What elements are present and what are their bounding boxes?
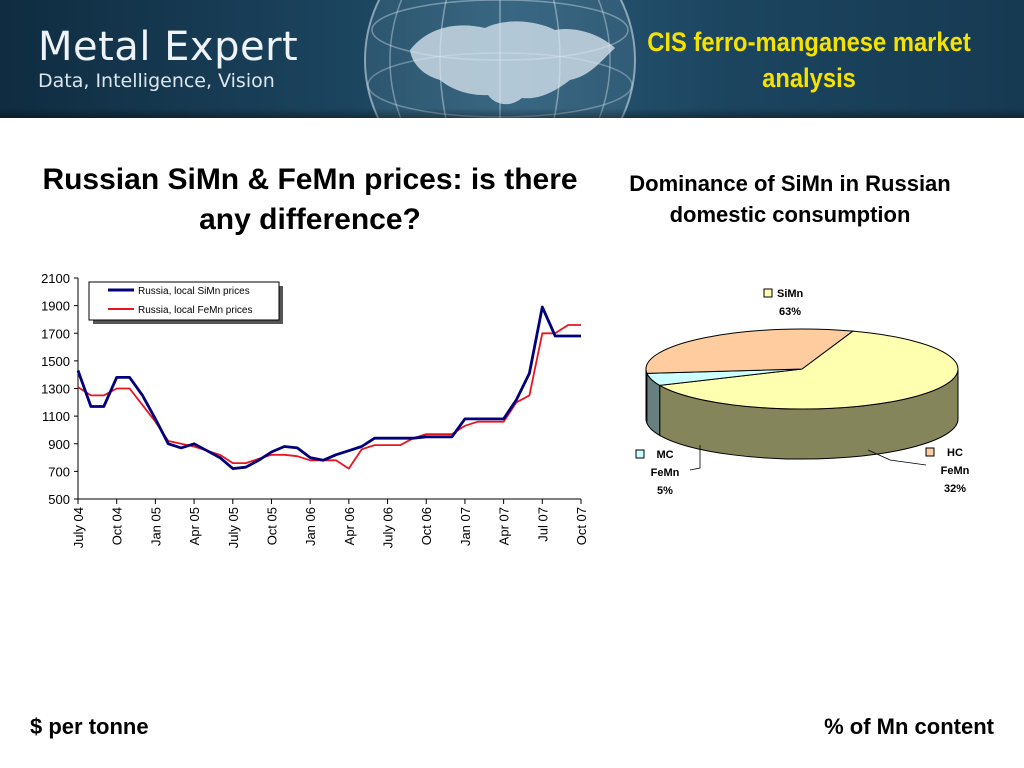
x-tick-label: Oct 07 [574, 507, 589, 545]
x-tick-label: Oct 04 [110, 507, 125, 545]
chart-legend: Russia, local SiMn prices Russia, local F… [88, 281, 283, 324]
consumption-pie-chart: SiMn 63% HC FeMn 32% MC FeMn 5% [635, 288, 970, 497]
y-tick-label: 2100 [41, 271, 70, 286]
slide-title: CIS ferro-manganese market analysis [647, 27, 971, 93]
globe-graphic [364, 0, 636, 118]
y-tick-label: 700 [48, 464, 70, 479]
x-tick-label: Jan 05 [148, 507, 163, 546]
y-tick-label: 1100 [42, 409, 70, 424]
logo-name: Metal Expert [38, 24, 299, 70]
x-tick-label: Oct 06 [419, 507, 434, 545]
hc-femn-slice [645, 328, 855, 374]
y-tick-label: 1300 [41, 382, 70, 397]
line-chart-title: Russian SiMn & FeMn prices: is there any… [42, 163, 578, 236]
simn-label-swatch [763, 288, 773, 298]
simn-price-line [76, 305, 581, 471]
mc-femn-label-value: 5% [657, 485, 673, 497]
legend-femn-label: Russia, local FeMn prices [138, 305, 252, 316]
banner-shadow [0, 108, 1024, 118]
legend-simn-label: Russia, local SiMn prices [138, 286, 250, 297]
x-tick-label: Apr 07 [497, 507, 512, 545]
y-tick-label: 1900 [41, 299, 70, 314]
hc-femn-label-name-2: FeMn [941, 465, 970, 477]
x-tick-label: Jan 06 [303, 507, 318, 546]
femn-price-line [77, 324, 581, 470]
x-tick-label: July 06 [381, 507, 396, 548]
pie-chart-title: Dominance of SiMn in Russian domestic co… [629, 171, 951, 227]
mc-femn-label-swatch [635, 449, 645, 459]
unit-note: $ per tonne [30, 714, 149, 739]
header-banner: Metal Expert Data, Intelligence, Vision … [0, 0, 1024, 118]
y-tick-label: 900 [48, 437, 70, 452]
legend-box [88, 281, 280, 321]
hc-femn-label-name-1: HC [947, 447, 963, 459]
hc-femn-leader-line [867, 449, 927, 466]
mc-femn-label-name-2: FeMn [651, 467, 680, 479]
hc-femn-label-swatch [925, 447, 935, 457]
x-tick-label: Apr 05 [187, 507, 202, 545]
x-tick-label: Jul 07 [535, 507, 550, 542]
simn-label-name: SiMn [777, 288, 804, 300]
y-tick-label: 1500 [41, 354, 70, 369]
x-tick-label: Oct 05 [264, 507, 279, 545]
hc-femn-label-value: 32% [944, 483, 966, 495]
x-tick-label: Apr 06 [342, 507, 357, 545]
mn-content-note: % of Mn content [824, 714, 994, 739]
simn-slice [658, 330, 959, 410]
logo-tagline: Data, Intelligence, Vision [38, 70, 275, 92]
y-tick-label: 1700 [41, 326, 70, 341]
simn-label-value: 63% [779, 306, 801, 318]
y-tick-label: 500 [48, 492, 70, 507]
mc-femn-label-name-1: MC [656, 449, 673, 461]
mc-femn-leader-line [689, 445, 701, 471]
x-tick-label: July 04 [71, 507, 86, 548]
x-tick-label: July 05 [226, 507, 241, 548]
x-tick-label: Jan 07 [458, 507, 473, 546]
